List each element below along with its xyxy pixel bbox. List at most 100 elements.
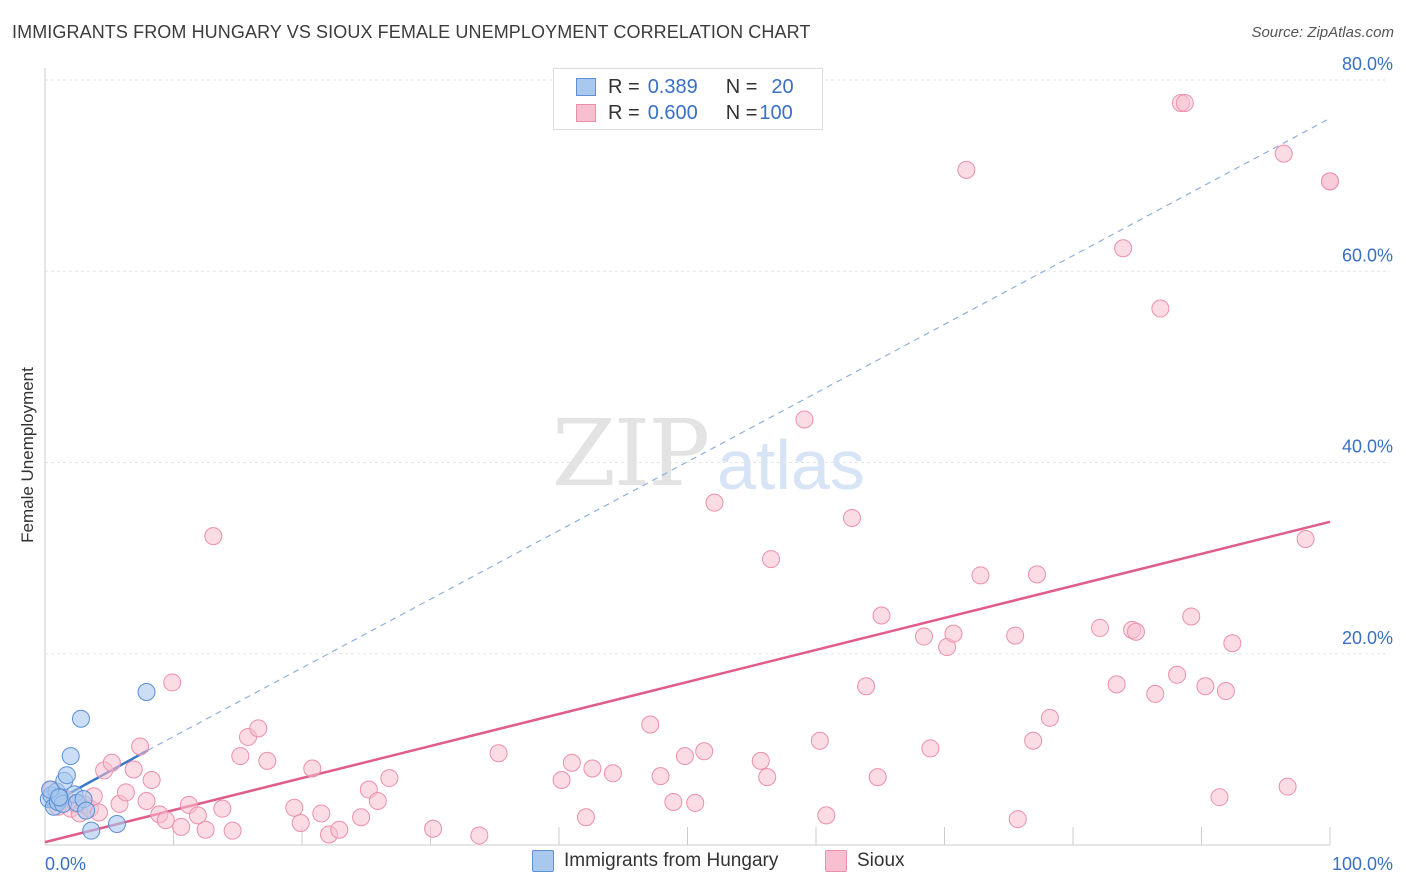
sioux-point (380, 769, 399, 788)
sioux-point (352, 808, 371, 827)
sioux-point (223, 821, 242, 840)
sioux-point (102, 753, 121, 772)
sioux-point (137, 792, 156, 811)
hungary-point (71, 709, 90, 728)
sioux-point (1196, 677, 1215, 696)
sioux-point (1223, 634, 1242, 653)
tick-labels: 20.0% 40.0% 60.0% 80.0% 0.0% 100.0% (45, 54, 1393, 874)
legend-r-label: R = (608, 75, 640, 98)
legend-r-value: 0.600 (647, 101, 698, 124)
sioux-point (552, 770, 571, 789)
legend-item-hungary[interactable]: Immigrants from Hungary (532, 850, 778, 872)
legend-n-value: 100 (759, 101, 793, 124)
sioux-point (1024, 731, 1043, 750)
sioux-points (42, 93, 1339, 845)
sioux-point (1296, 530, 1315, 548)
hungary-point (61, 747, 80, 766)
sioux-point (258, 751, 277, 770)
y-tick-label: 20.0% (1342, 628, 1393, 648)
sioux-point (142, 770, 161, 789)
sioux-point (664, 792, 683, 811)
legend-item-sioux[interactable]: Sioux (825, 850, 905, 872)
source-credit: Source: ZipAtlas.com (1251, 24, 1394, 41)
sioux-point (285, 798, 304, 817)
sioux-point (857, 677, 876, 696)
watermark-zip: ZIP (552, 400, 710, 507)
legend-r-value: 0.389 (647, 75, 698, 98)
trend-lines (44, 117, 1331, 844)
legend-swatch-sioux (576, 104, 596, 122)
sioux-point (1114, 239, 1133, 258)
sioux-point (971, 566, 990, 585)
sioux-point (1175, 93, 1194, 112)
sioux-point (163, 673, 182, 692)
legend-row-sioux: R = 0.600 N = 100 (576, 100, 793, 126)
grid-lines (45, 79, 1390, 655)
legend-n-label: N = (725, 101, 758, 124)
sioux-point (583, 759, 602, 778)
legend-swatch-sioux (825, 850, 847, 872)
watermark-atlas: atlas (717, 426, 865, 504)
sioux-point (1126, 622, 1145, 641)
sioux-point (124, 760, 143, 779)
sioux-point (172, 817, 191, 836)
sioux-point (249, 719, 268, 738)
hungary-point (77, 801, 96, 820)
sioux-point (1274, 144, 1293, 163)
sioux-point (751, 751, 770, 770)
hungary-point (137, 683, 156, 701)
sioux-point (330, 820, 349, 839)
sioux-point (1040, 708, 1059, 727)
sioux-point (576, 808, 595, 827)
sioux-point (213, 799, 232, 818)
sioux-point (957, 160, 976, 179)
sioux-point (131, 737, 150, 756)
sioux-point (758, 768, 777, 787)
sioux-point (868, 768, 887, 787)
sioux-point (312, 804, 331, 823)
legend-row-hungary: R = 0.389 N = 20 (576, 74, 794, 100)
sioux-point (1210, 788, 1229, 807)
sioux-point (196, 820, 215, 839)
legend-swatch-hungary (576, 78, 596, 96)
sioux-point (1008, 810, 1027, 829)
sioux-trend-line (44, 520, 1331, 844)
correlation-legend: R = 0.389 N = 20 R = 0.600 N = 100 (553, 68, 823, 130)
sioux-point (204, 527, 223, 546)
sioux-point (1278, 777, 1297, 796)
y-tick-label: 80.0% (1342, 54, 1393, 74)
sioux-point (695, 742, 714, 761)
sioux-point (489, 744, 508, 763)
sioux-point (1028, 565, 1047, 584)
legend-n-value: 20 (771, 75, 794, 98)
legend-n-label: N = (725, 75, 758, 98)
sioux-point (291, 814, 310, 833)
sioux-point (641, 715, 660, 734)
series-legend: Immigrants from Hungary Sioux (0, 850, 1406, 880)
sioux-point (762, 550, 781, 569)
hungary-point (107, 814, 126, 833)
sioux-point (470, 826, 489, 845)
sioux-point (1090, 618, 1109, 637)
sioux-point (817, 806, 836, 825)
sioux-point (842, 508, 861, 527)
legend-r-label: R = (608, 101, 640, 124)
sioux-point (686, 793, 705, 812)
sioux-point (1216, 682, 1235, 701)
sioux-point (1151, 299, 1170, 318)
hungary-points (39, 683, 156, 840)
hungary-point (50, 788, 69, 807)
sioux-point (603, 764, 622, 783)
sioux-point (810, 731, 829, 750)
sioux-point (1182, 607, 1201, 626)
sioux-point (872, 606, 891, 625)
legend-label-sioux: Sioux (857, 850, 905, 871)
sioux-point (1146, 684, 1165, 703)
sioux-point (368, 792, 387, 811)
sioux-point (944, 624, 963, 643)
hungary-point (57, 766, 76, 785)
sioux-point (562, 753, 581, 772)
sioux-point (651, 767, 670, 786)
sioux-point (1321, 172, 1339, 191)
